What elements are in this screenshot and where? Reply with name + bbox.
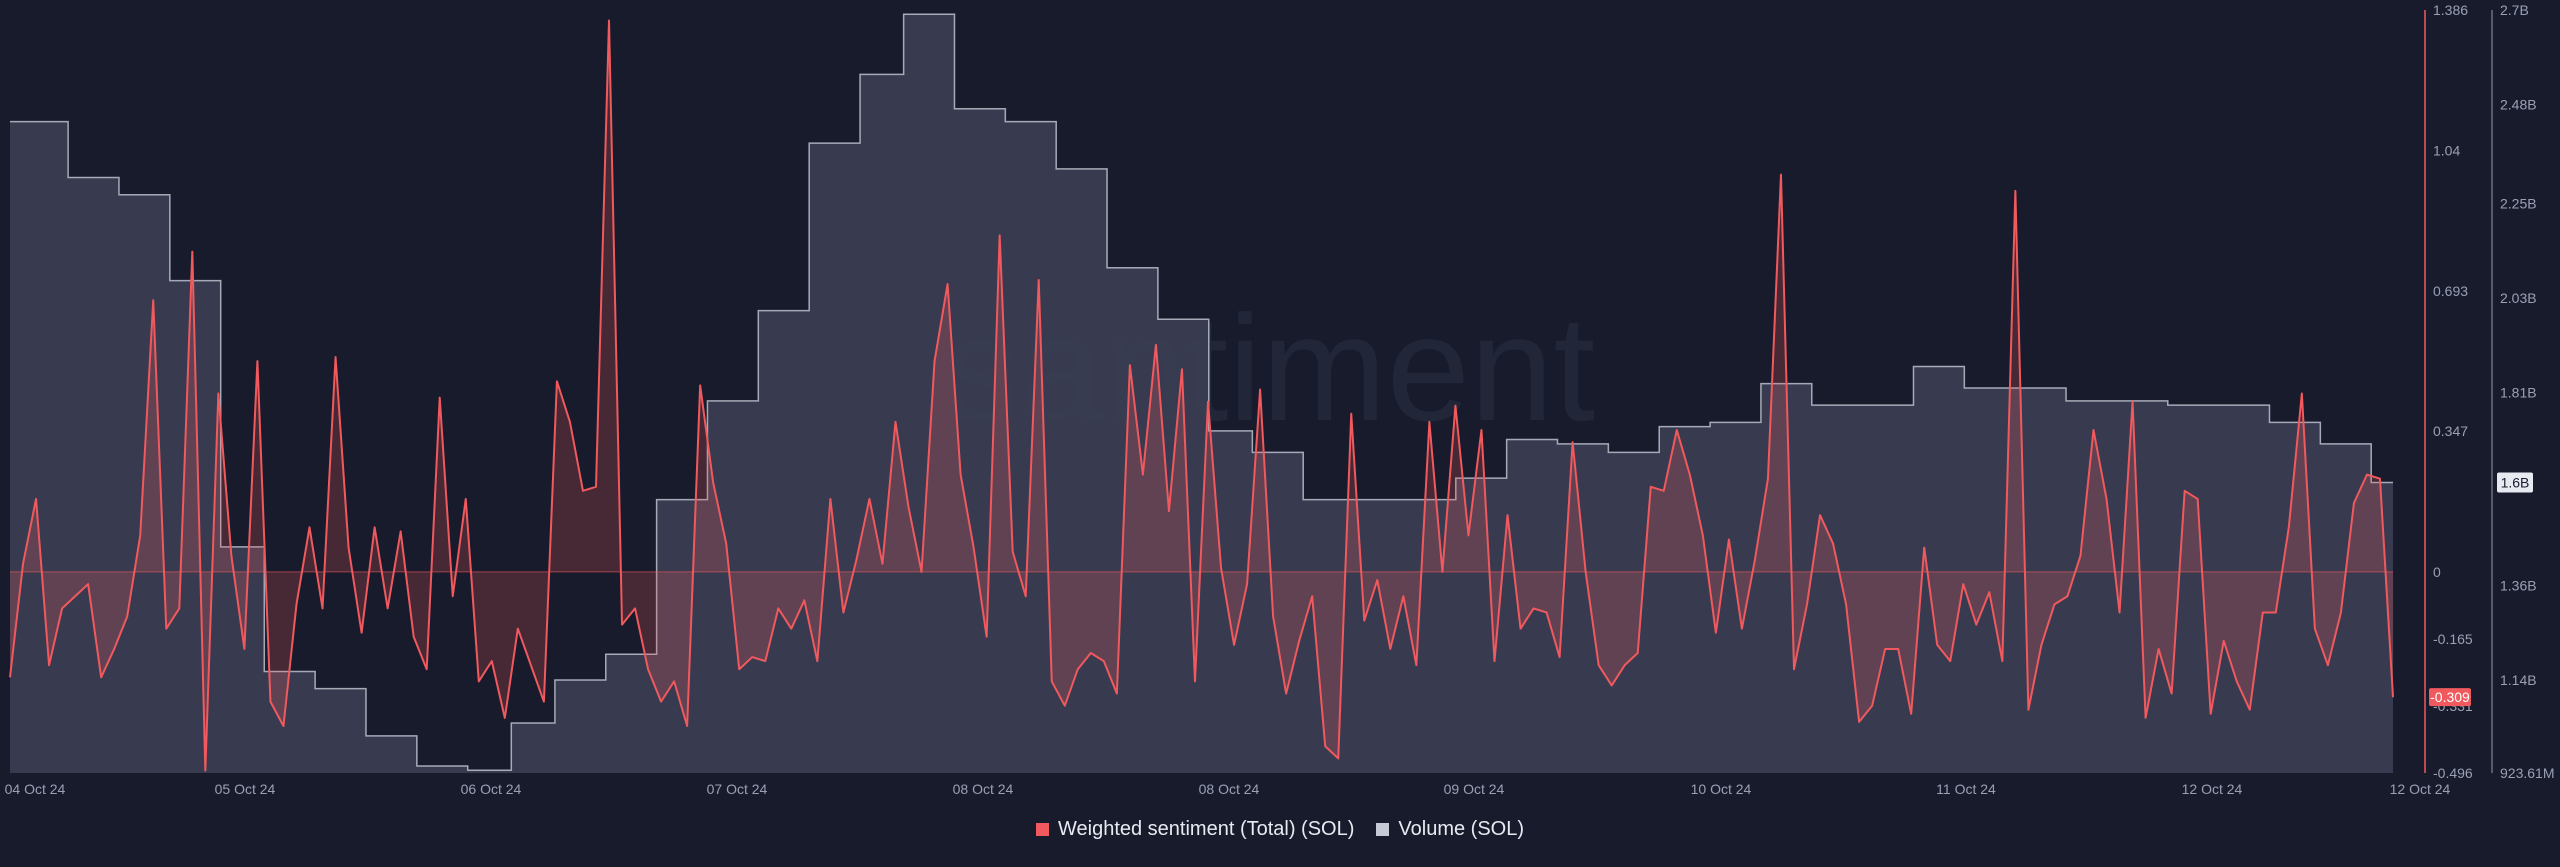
volume-tick-label: 1.81B xyxy=(2500,384,2537,400)
x-tick-label: 05 Oct 24 xyxy=(215,781,276,797)
legend-swatch-volume xyxy=(1376,823,1390,836)
sentiment-current-label: -0.309 xyxy=(2430,689,2470,705)
legend-swatch-sentiment xyxy=(1035,823,1049,836)
sentiment-tick-label: 0 xyxy=(2433,564,2441,580)
sentiment-current-badge xyxy=(2429,688,2471,707)
volume-line xyxy=(10,13,2393,772)
legend-label-sentiment: Weighted sentiment (Total) (SOL) xyxy=(1057,818,1355,840)
sentiment-tick-label: -0.165 xyxy=(2433,631,2473,647)
axes-layer: 1.3861.040.6930.3470-0.165-0.331-0.4962.… xyxy=(5,2,2555,797)
legend-item-sentiment[interactable]: Weighted sentiment (Total) (SOL) xyxy=(1035,818,1355,841)
x-tick-label: 12 Oct 24 xyxy=(2182,781,2243,797)
volume-tick-label: 2.03B xyxy=(2500,290,2537,306)
sentiment-tick-label: 0.347 xyxy=(2433,423,2468,439)
x-tick-label: 08 Oct 24 xyxy=(1199,781,1260,797)
x-tick-label: 04 Oct 24 xyxy=(5,781,66,797)
volume-tick-label: 2.25B xyxy=(2500,195,2537,211)
volume-tick-label: 1.36B xyxy=(2500,578,2537,594)
volume-layer xyxy=(10,13,2393,774)
x-tick-label: 12 Oct 24 xyxy=(2390,781,2451,797)
volume-tick-label: 923.61M xyxy=(2500,765,2554,781)
sentiment-layer xyxy=(9,19,2394,772)
x-tick-label: 08 Oct 24 xyxy=(953,781,1014,797)
sentiment-line xyxy=(9,19,2394,772)
volume-area xyxy=(10,14,2393,774)
chart-legend: Weighted sentiment (Total) (SOL) Volume … xyxy=(0,818,2560,841)
sentiment-tick-label: -0.496 xyxy=(2433,765,2473,781)
legend-label-volume: Volume (SOL) xyxy=(1398,818,1525,840)
x-tick-label: 09 Oct 24 xyxy=(1444,781,1505,797)
legend-item-volume[interactable]: Volume (SOL) xyxy=(1376,818,1524,841)
x-tick-label: 11 Oct 24 xyxy=(1936,781,1996,797)
volume-current-label: 1.6B xyxy=(2501,474,2530,490)
volume-current-badge xyxy=(2497,472,2533,493)
x-tick-label: 10 Oct 24 xyxy=(1691,781,1752,797)
sentiment-tick-label: 1.04 xyxy=(2433,142,2460,158)
volume-tick-label: 1.14B xyxy=(2500,672,2537,688)
sentiment-tick-label: 1.386 xyxy=(2433,2,2468,18)
x-tick-label: 07 Oct 24 xyxy=(707,781,768,797)
sentiment-tick-label: 0.693 xyxy=(2433,283,2468,299)
volume-tick-label: 2.7B xyxy=(2500,2,2529,18)
volume-tick-label: 2.48B xyxy=(2500,96,2537,112)
x-tick-label: 06 Oct 24 xyxy=(461,781,522,797)
sentiment-area xyxy=(10,20,2393,771)
